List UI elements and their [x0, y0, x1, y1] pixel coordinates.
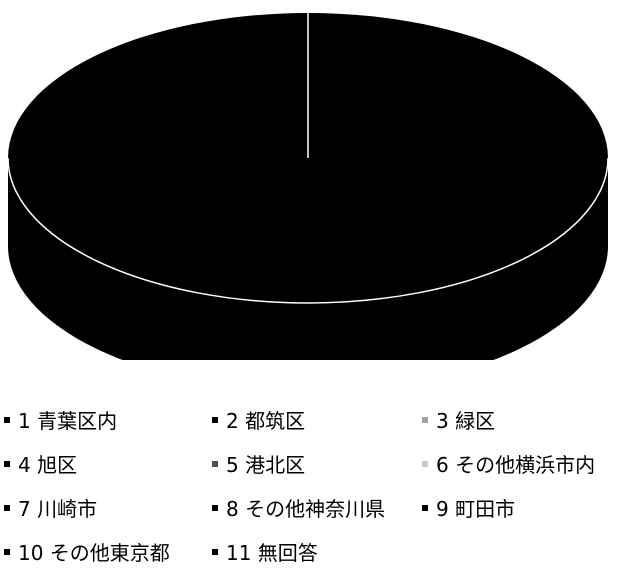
legend-label: 3 緑区 — [436, 409, 496, 433]
legend-swatch — [4, 460, 10, 467]
legend: 1 青葉区内 2 都筑区 3 緑区 4 旭区 5 港北区 6 その他横浜市内 7 川崎市 8 … — [0, 403, 626, 568]
legend-item-4: 4 旭区 — [4, 449, 77, 478]
pie-chart — [7, 13, 609, 360]
legend-item-8: 8 その他神奈川県 — [212, 493, 385, 522]
legend-label: 10 その他東京都 — [18, 541, 170, 565]
legend-item-11: 11 無回答 — [212, 537, 318, 566]
legend-label: 1 青葉区内 — [18, 409, 118, 433]
legend-swatch — [212, 460, 218, 467]
legend-label: 6 その他横浜市内 — [436, 453, 596, 477]
legend-swatch — [422, 460, 428, 467]
legend-label: 11 無回答 — [226, 541, 318, 565]
legend-swatch — [212, 416, 218, 423]
legend-item-3: 3 緑区 — [422, 405, 495, 434]
legend-item-2: 2 都筑区 — [212, 405, 305, 434]
legend-label: 5 港北区 — [226, 453, 306, 477]
legend-item-1: 1 青葉区内 — [4, 405, 117, 434]
legend-item-5: 5 港北区 — [212, 449, 305, 478]
legend-swatch — [422, 504, 428, 511]
legend-item-9: 9 町田市 — [422, 493, 515, 522]
legend-swatch — [4, 504, 10, 511]
legend-label: 8 その他神奈川県 — [226, 497, 386, 521]
legend-item-7: 7 川崎市 — [4, 493, 97, 522]
legend-item-10: 10 その他東京都 — [4, 537, 170, 566]
legend-label: 7 川崎市 — [18, 497, 98, 521]
legend-swatch — [4, 548, 10, 555]
pie-rim — [7, 157, 609, 304]
legend-label: 9 町田市 — [436, 497, 516, 521]
pie-layer — [7, 13, 609, 360]
legend-swatch — [4, 416, 10, 423]
legend-label: 2 都筑区 — [226, 409, 306, 433]
legend-swatch — [212, 504, 218, 511]
pie-side — [8, 158, 608, 360]
legend-swatch — [212, 548, 218, 555]
legend-label: 4 旭区 — [18, 453, 78, 477]
legend-swatch — [422, 416, 428, 423]
legend-item-6: 6 その他横浜市内 — [422, 449, 595, 478]
